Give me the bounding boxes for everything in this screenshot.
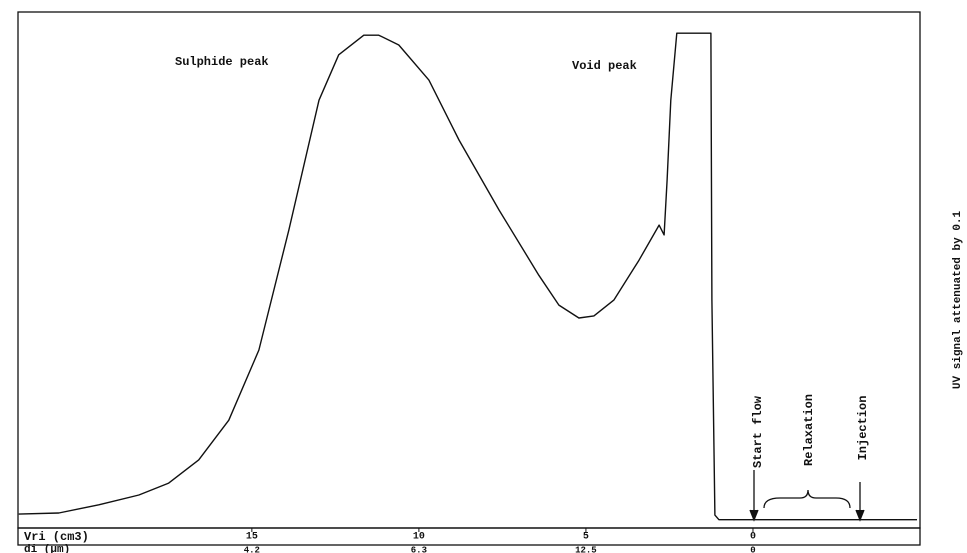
x2-axis-label: di (µm)	[24, 544, 70, 553]
x-tick-label: 0	[750, 532, 756, 543]
annotation: Start flow	[751, 395, 765, 468]
x-axis-label: Vri (cm3)	[24, 530, 89, 544]
annotation: Sulphide peak	[175, 55, 269, 69]
x-tick-label: 10	[413, 532, 425, 543]
annotation: Injection	[856, 396, 870, 461]
y-axis-label: UV signal attenuated by 0.1	[952, 210, 964, 389]
axis-strip	[17, 527, 921, 546]
x2-tick-label: 0	[750, 545, 755, 553]
x-tick-label: 15	[246, 532, 258, 543]
annotation: Void peak	[572, 59, 637, 73]
curve	[18, 32, 917, 521]
x2-tick-label: 12.5	[575, 545, 597, 553]
x2-tick-label: 4.2	[244, 545, 260, 553]
x-tick-label: 5	[583, 532, 589, 543]
x2-tick-label: 6.3	[411, 545, 427, 553]
arrows	[749, 470, 865, 522]
plot-frame	[17, 11, 921, 529]
annotation: Relaxation	[802, 394, 816, 466]
